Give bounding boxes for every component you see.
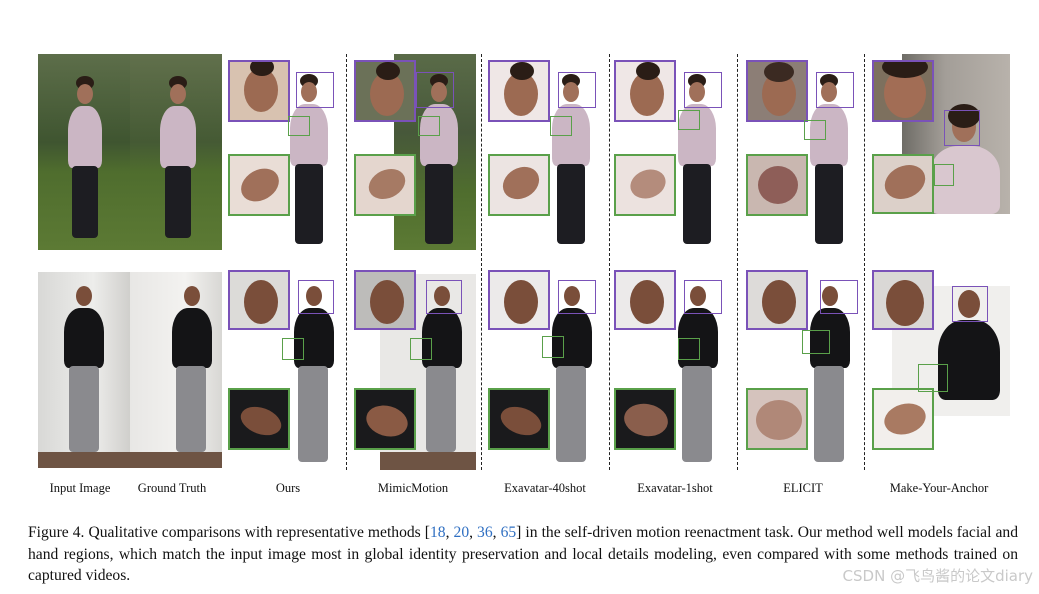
result-ours-row2 (228, 270, 340, 470)
hand-region-marker (802, 330, 830, 354)
column-label-elicit: ELICIT (783, 481, 823, 495)
column-divider (737, 54, 738, 470)
result-exavatar-1shot-row1 (614, 54, 730, 250)
result-make-your-anchor-row2 (872, 270, 1010, 450)
column-label-mimicmotion: MimicMotion (377, 481, 449, 495)
citation-separator: , (492, 524, 501, 541)
figure-4: Input Image Ground Truth Ours MimicMotio… (38, 54, 1010, 495)
face-region-marker (816, 72, 854, 108)
result-exavatar-1shot-row2 (614, 270, 730, 470)
hand-region-marker (804, 120, 826, 140)
result-exavatar-40shot-row2 (488, 270, 604, 470)
result-elicit-row1 (746, 54, 860, 250)
face-zoom-inset (228, 270, 290, 330)
hand-region-marker (410, 338, 432, 360)
face-zoom-inset (614, 60, 676, 122)
column-divider (864, 54, 865, 470)
face-zoom-inset (354, 60, 416, 122)
face-region-marker (952, 286, 988, 322)
citation-link[interactable]: 36 (477, 524, 493, 541)
hand-zoom-inset (872, 154, 934, 214)
result-make-your-anchor-row1 (872, 54, 1010, 214)
hand-region-marker (550, 116, 572, 136)
citation-link[interactable]: 65 (500, 524, 517, 541)
face-region-marker (558, 280, 596, 314)
face-region-marker (296, 72, 334, 108)
citation-link[interactable]: 20 (453, 524, 470, 541)
caption-suffix: ] in the self-driven motion reenactment … (28, 524, 1018, 584)
result-elicit-row2 (746, 270, 860, 470)
column-label-input-image: Input Image (49, 481, 111, 495)
citation-link[interactable]: 18 (429, 524, 446, 541)
face-region-marker (684, 280, 722, 314)
hand-zoom-inset (746, 388, 808, 450)
face-zoom-inset (872, 270, 934, 330)
hand-zoom-inset (488, 154, 550, 216)
hand-zoom-inset (614, 388, 676, 450)
caption-prefix: Figure 4. Qualitative comparisons with r… (28, 524, 430, 541)
column-label-ours: Ours (275, 481, 301, 495)
face-region-marker (558, 72, 596, 108)
face-zoom-inset (614, 270, 676, 330)
hand-zoom-inset (872, 388, 934, 450)
result-mimicmotion-row1 (354, 54, 476, 250)
face-zoom-inset (488, 270, 550, 330)
hand-region-marker (288, 116, 310, 136)
result-ours-row1 (228, 54, 340, 250)
hand-region-marker (918, 364, 948, 392)
face-zoom-inset (354, 270, 416, 330)
column-label-ground-truth: Ground Truth (137, 481, 207, 495)
column-label-make-your-anchor: Make-Your-Anchor (889, 481, 989, 495)
face-zoom-inset (746, 270, 808, 330)
photo-ground-truth-row1 (130, 54, 222, 250)
hand-region-marker (542, 336, 564, 358)
hand-zoom-inset (354, 154, 416, 216)
face-zoom-inset (488, 60, 550, 122)
hand-region-marker (934, 164, 954, 186)
face-zoom-inset (746, 60, 808, 122)
photo-input-row1 (38, 54, 130, 250)
hand-region-marker (282, 338, 304, 360)
photo-ground-truth-row2 (130, 272, 222, 468)
column-divider (609, 54, 610, 470)
result-exavatar-40shot-row1 (488, 54, 604, 250)
face-region-marker (426, 280, 462, 314)
csdn-watermark: CSDN @飞鸟酱的论文diary (842, 567, 1033, 585)
face-region-marker (820, 280, 858, 314)
hand-zoom-inset (746, 154, 808, 216)
citation-separator: , (445, 524, 454, 541)
column-divider (481, 54, 482, 470)
column-label-exavatar-40shot: Exavatar-40shot (504, 481, 586, 495)
column-label-exavatar-1shot: Exavatar-1shot (637, 481, 713, 495)
hand-zoom-inset (228, 154, 290, 216)
hand-zoom-inset (228, 388, 290, 450)
figure-caption: Figure 4. Qualitative comparisons with r… (28, 522, 1018, 587)
face-region-marker (416, 72, 454, 108)
result-mimicmotion-row2 (354, 270, 476, 470)
photo-input-row2 (38, 272, 130, 468)
hand-region-marker (678, 338, 700, 360)
column-divider (346, 54, 347, 470)
face-region-marker (298, 280, 334, 314)
face-region-marker (944, 110, 980, 146)
face-region-marker (684, 72, 722, 108)
face-zoom-inset (228, 60, 290, 122)
citation-separator: , (469, 524, 478, 541)
hand-region-marker (418, 116, 440, 136)
face-zoom-inset (872, 60, 934, 122)
hand-zoom-inset (488, 388, 550, 450)
hand-zoom-inset (614, 154, 676, 216)
hand-region-marker (678, 110, 700, 130)
hand-zoom-inset (354, 388, 416, 450)
